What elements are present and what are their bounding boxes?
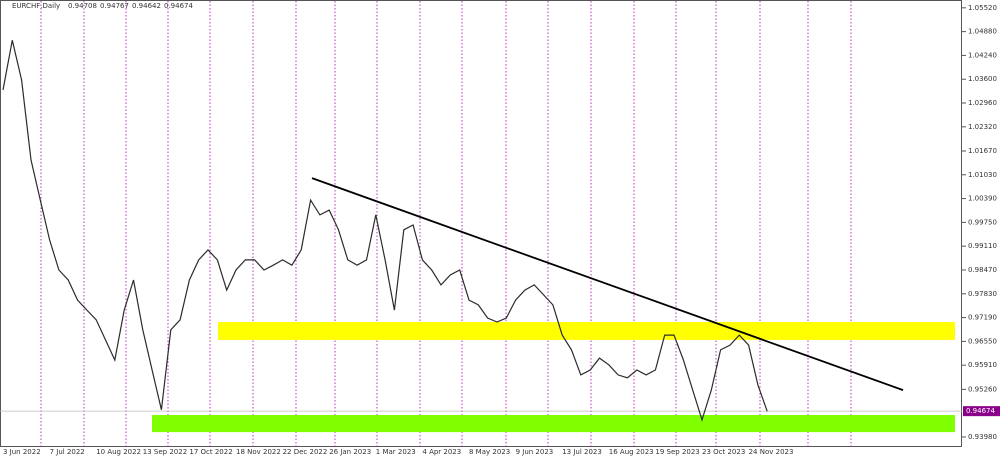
- ohlc-value: 0.94767: [100, 2, 129, 10]
- x-tick-label: 13 Jul 2023: [562, 448, 602, 456]
- ohlc-value: 0.94642: [132, 2, 161, 10]
- y-tick-label: 1.03600: [968, 75, 997, 83]
- y-tick-label: 1.02320: [968, 123, 997, 131]
- y-tick-label: 0.98470: [968, 266, 997, 274]
- y-tick-label: 0.95910: [968, 361, 997, 369]
- last-price-label: 0.94674: [966, 407, 995, 415]
- y-tick-label: 1.01030: [968, 171, 997, 179]
- y-tick-label: 0.93980: [968, 433, 997, 441]
- y-tick-label: 0.95260: [968, 385, 997, 393]
- y-tick-label: 1.04880: [968, 28, 997, 36]
- x-tick-label: 8 May 2023: [469, 448, 510, 456]
- price-line: [2, 40, 768, 422]
- x-tick-label: 16 Aug 2023: [609, 448, 654, 456]
- y-tick-label: 0.99110: [968, 242, 997, 250]
- x-tick-label: 4 Apr 2023: [422, 448, 461, 456]
- x-tick-label: 7 Jul 2022: [50, 448, 85, 456]
- x-tick-label: 10 Aug 2022: [96, 448, 141, 456]
- x-tick-label: 26 Jan 2023: [329, 448, 371, 456]
- y-tick-label: 1.01670: [968, 147, 997, 155]
- y-tick-label: 1.05520: [968, 4, 997, 12]
- y-tick-label: 0.99750: [968, 218, 997, 226]
- x-tick-label: 19 Sep 2023: [655, 448, 699, 456]
- y-tick-label: 0.96550: [968, 337, 997, 345]
- x-tick-label: 22 Dec 2022: [283, 448, 328, 456]
- ohlc-value: 0.94708: [68, 2, 97, 10]
- y-tick-label: 1.04240: [968, 51, 997, 59]
- ohlc-value: 0.94674: [164, 2, 193, 10]
- price-zone: [218, 322, 955, 340]
- x-tick-label: 1 Mar 2023: [376, 448, 416, 456]
- x-tick-label: 13 Sep 2022: [143, 448, 187, 456]
- x-tick-label: 18 Nov 2022: [236, 448, 281, 456]
- price-zone: [152, 415, 955, 433]
- last-price-box: [963, 406, 1000, 417]
- plot-frame: [0, 0, 962, 447]
- x-tick-label: 23 Oct 2023: [702, 448, 745, 456]
- y-tick-label: 0.97830: [968, 290, 997, 298]
- trendline: [311, 177, 904, 391]
- x-tick-label: 3 Jun 2022: [3, 448, 41, 456]
- y-tick-label: 0.97190: [968, 314, 997, 322]
- y-tick-label: 1.02960: [968, 99, 997, 107]
- x-tick-label: 17 Oct 2022: [189, 448, 232, 456]
- chart-title: EURCHF,Daily: [12, 2, 60, 10]
- x-tick-label: 24 Nov 2023: [749, 448, 794, 456]
- x-tick-label: 9 Jun 2023: [516, 448, 554, 456]
- y-tick-label: 1.00390: [968, 195, 997, 203]
